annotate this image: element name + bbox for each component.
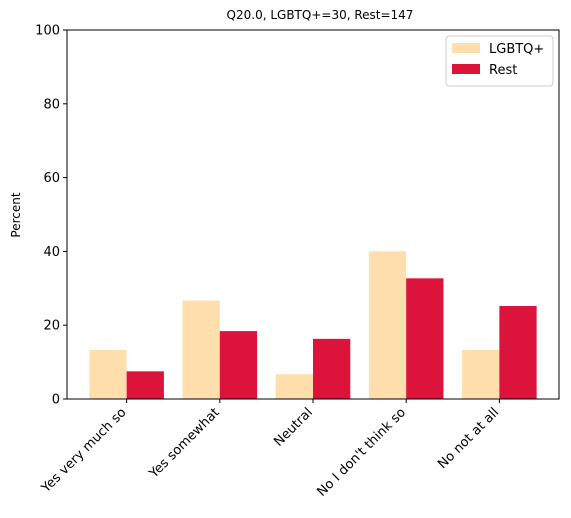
bar-rest — [219, 331, 258, 399]
bar-rest — [313, 338, 351, 399]
y-tick-label: 0 — [52, 393, 60, 408]
x-tick-label: Neutral — [271, 405, 316, 450]
y-tick-label: 100 — [35, 24, 60, 39]
bar-rest — [499, 306, 537, 399]
bar-lgbtq — [89, 349, 127, 399]
y-axis-ticks: 0 20 40 60 80 100 — [35, 24, 67, 408]
chart-title: Q20.0, LGBTQ+=30, Rest=147 — [227, 8, 414, 22]
x-tick-label: Yes somewhat — [146, 405, 223, 482]
bar-rest — [406, 278, 444, 399]
bar-rest — [126, 371, 164, 399]
y-tick-label: 60 — [43, 171, 60, 186]
y-tick-label: 40 — [43, 245, 60, 260]
x-tick-label: No I don't think so — [315, 405, 410, 500]
legend: LGBTQ+ Rest — [445, 35, 554, 87]
legend-swatch — [452, 64, 480, 74]
bar-lgbtq — [275, 374, 313, 399]
x-tick-label: Yes very much so — [38, 405, 129, 496]
legend-label: LGBTQ+ — [489, 42, 544, 57]
bar-lgbtq — [462, 349, 500, 399]
legend-swatch — [452, 43, 480, 53]
legend-label: Rest — [489, 63, 517, 78]
plot-frame — [66, 29, 560, 400]
y-tick-label: 80 — [43, 97, 60, 112]
bar-lgbtq — [368, 251, 407, 399]
bar-lgbtq — [182, 300, 220, 399]
bars-group — [89, 251, 537, 399]
y-axis-label: Percent — [9, 192, 23, 237]
y-tick-label: 20 — [43, 319, 60, 334]
x-tick-label: No not at all — [435, 405, 502, 472]
